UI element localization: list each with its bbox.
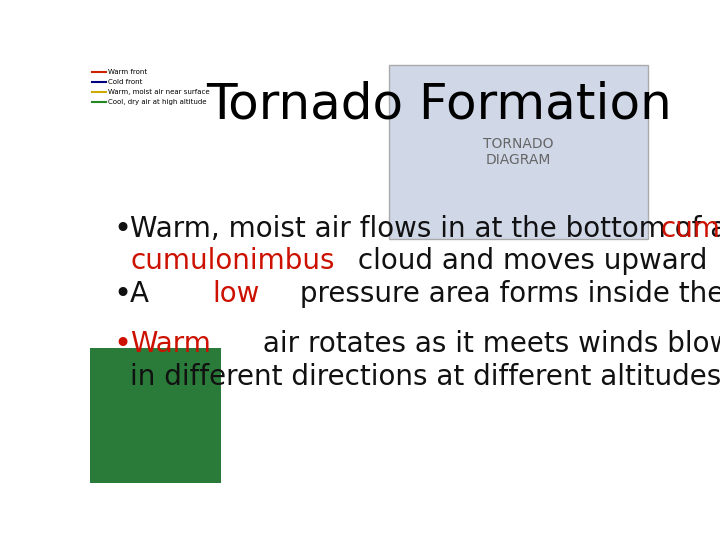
Text: •: • [113,280,131,309]
Text: Warm front: Warm front [108,70,147,76]
Text: •: • [113,215,131,244]
Text: •: • [113,330,131,360]
Bar [90,348,221,483]
Bar [389,65,648,239]
Text: cloud and moves upward: cloud and moves upward [349,247,708,275]
Text: low: low [212,280,260,308]
Text: Tornado Formation: Tornado Formation [206,80,672,128]
Text: pressure area forms inside the cloud: pressure area forms inside the cloud [292,280,720,308]
Text: air rotates as it meets winds blowing: air rotates as it meets winds blowing [253,330,720,359]
Text: A: A [130,280,158,308]
Text: Warm: Warm [130,330,211,359]
Text: cumulonimbus: cumulonimbus [661,215,720,243]
Text: Warm, moist air flows in at the bottom of a: Warm, moist air flows in at the bottom o… [130,215,720,243]
Text: in different directions at different altitudes: in different directions at different alt… [130,363,720,391]
Text: Warm, moist air near surface: Warm, moist air near surface [108,90,210,96]
Text: Cool, dry air at high altitude: Cool, dry air at high altitude [108,99,207,105]
Text: Cold front: Cold front [108,79,142,85]
Text: TORNADO
DIAGRAM: TORNADO DIAGRAM [483,137,554,167]
Text: cumulonimbus: cumulonimbus [130,247,335,275]
